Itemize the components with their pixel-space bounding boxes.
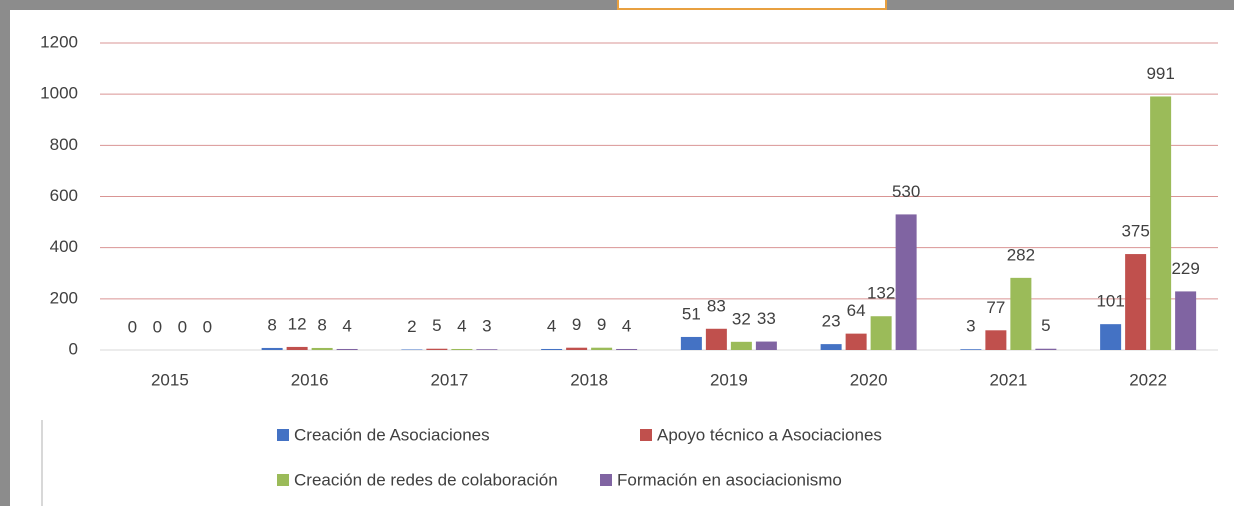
data-label: 33 — [757, 309, 776, 328]
x-tick-label: 2016 — [291, 370, 329, 389]
data-label: 0 — [128, 317, 137, 336]
y-tick-label: 200 — [50, 288, 78, 307]
y-tick-label: 0 — [69, 339, 78, 358]
bar — [426, 348, 448, 350]
data-label: 2 — [407, 317, 416, 336]
x-tick-label: 2015 — [151, 370, 189, 389]
data-label: 4 — [547, 316, 556, 335]
bar — [401, 349, 423, 350]
bar — [286, 346, 308, 350]
bar — [705, 328, 727, 350]
legend-swatch — [640, 429, 652, 441]
y-tick-label: 1200 — [40, 32, 78, 51]
frame-left — [0, 0, 10, 506]
data-label: 3 — [966, 317, 975, 336]
bar — [755, 341, 777, 350]
data-label: 375 — [1121, 222, 1149, 241]
bar — [820, 344, 842, 350]
data-label: 8 — [267, 315, 276, 334]
legend-swatch — [600, 474, 612, 486]
data-label: 132 — [867, 284, 895, 303]
bar — [1035, 348, 1057, 350]
data-label: 12 — [288, 314, 307, 333]
bar — [1100, 324, 1122, 350]
bar — [680, 336, 702, 350]
bar — [845, 333, 867, 350]
data-label: 530 — [892, 182, 920, 201]
data-label: 5 — [432, 316, 441, 335]
legend-label: Formación en asociacionismo — [617, 470, 842, 489]
data-label: 3 — [482, 317, 491, 336]
bar — [730, 341, 752, 350]
data-label: 9 — [572, 315, 581, 334]
y-tick-label: 800 — [50, 135, 78, 154]
data-label: 51 — [682, 304, 701, 323]
data-label: 23 — [822, 312, 841, 331]
data-label: 8 — [317, 315, 326, 334]
bar — [476, 349, 498, 350]
x-tick-label: 2017 — [430, 370, 468, 389]
bar — [566, 347, 588, 350]
data-label: 4 — [342, 316, 351, 335]
legend-label: Creación de redes de colaboración — [294, 470, 558, 489]
data-label: 9 — [597, 315, 606, 334]
x-tick-label: 2020 — [850, 370, 888, 389]
data-label: 4 — [457, 316, 466, 335]
x-tick-label: 2022 — [1129, 370, 1167, 389]
data-label: 0 — [178, 317, 187, 336]
legend-label: Apoyo técnico a Asociaciones — [657, 425, 882, 444]
bar — [985, 330, 1007, 350]
data-label: 83 — [707, 296, 726, 315]
bar — [261, 347, 283, 350]
bar — [311, 347, 333, 350]
legend-swatch — [277, 474, 289, 486]
bar — [1010, 277, 1032, 350]
bar — [541, 348, 563, 350]
frame-top-right — [887, 0, 1234, 10]
data-label: 282 — [1007, 245, 1035, 264]
legend-swatch — [277, 429, 289, 441]
x-tick-label: 2019 — [710, 370, 748, 389]
legend-label: Creación de Asociaciones — [294, 425, 490, 444]
frame-top-left — [0, 0, 617, 10]
bar — [616, 348, 638, 350]
data-label: 0 — [203, 317, 212, 336]
bar — [591, 347, 613, 350]
bar — [1175, 291, 1197, 350]
data-label: 101 — [1096, 292, 1124, 311]
y-tick-label: 600 — [50, 186, 78, 205]
data-label: 32 — [732, 309, 751, 328]
bar — [1125, 254, 1147, 350]
bar — [336, 348, 358, 350]
data-label: 5 — [1041, 316, 1050, 335]
x-tick-label: 2018 — [570, 370, 608, 389]
data-label: 991 — [1146, 64, 1174, 83]
bar — [960, 349, 982, 350]
title-box — [617, 0, 887, 10]
bar — [870, 316, 892, 350]
y-tick-label: 400 — [50, 237, 78, 256]
bar — [895, 214, 917, 350]
data-label: 229 — [1171, 259, 1199, 278]
data-label: 77 — [986, 298, 1005, 317]
y-tick-label: 1000 — [40, 84, 78, 103]
bar — [451, 348, 473, 350]
bar — [1150, 96, 1172, 350]
x-tick-label: 2021 — [989, 370, 1027, 389]
data-label: 0 — [153, 317, 162, 336]
data-label: 64 — [847, 301, 866, 320]
data-label: 4 — [622, 316, 631, 335]
